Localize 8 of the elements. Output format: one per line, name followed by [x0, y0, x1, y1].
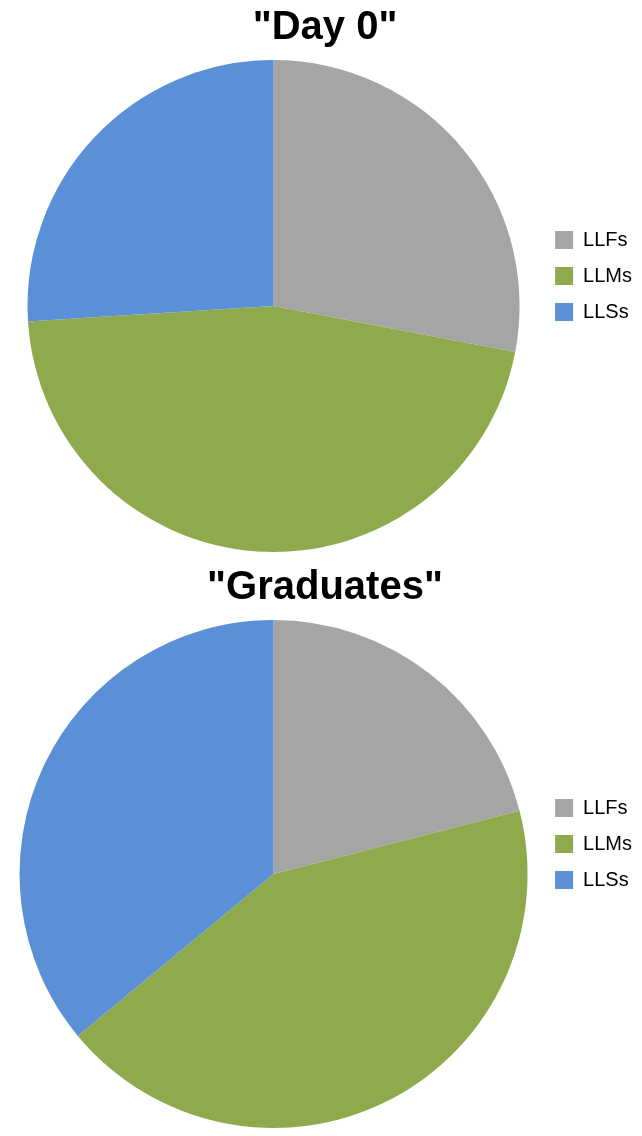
legend-label: LLFs: [583, 795, 628, 818]
legend-label: LLMs: [583, 263, 632, 286]
legend-label: LLSs: [583, 299, 629, 322]
legend-label: LLFs: [583, 227, 628, 250]
legend-label: LLSs: [583, 867, 629, 890]
legend-label: LLMs: [583, 831, 632, 854]
chart-title: "Day 0": [252, 3, 398, 48]
chart-title: "Graduates": [207, 563, 443, 608]
